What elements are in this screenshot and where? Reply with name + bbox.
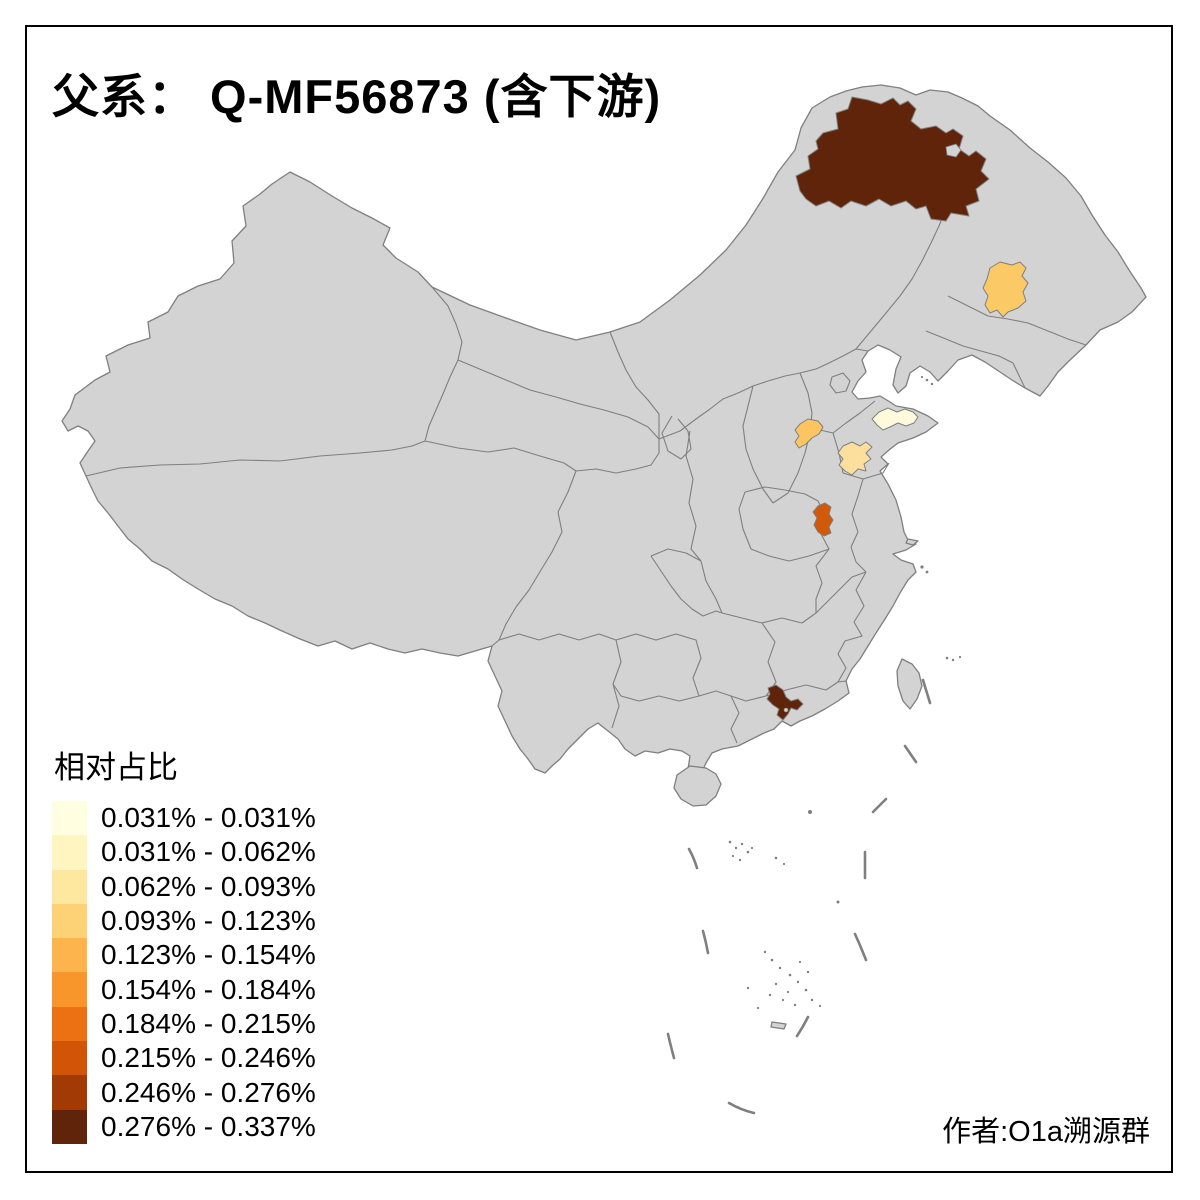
legend-label: 0.031% - 0.031% bbox=[101, 802, 316, 834]
author-credit: 作者:O1a溯源群 bbox=[942, 1116, 1150, 1148]
legend-label: 0.154% - 0.184% bbox=[101, 973, 316, 1005]
legend-item: 0.154% - 0.184% bbox=[52, 972, 316, 1007]
legend-item: 0.246% - 0.276% bbox=[52, 1075, 316, 1110]
legend-item: 0.123% - 0.154% bbox=[52, 938, 316, 973]
legend-label: 0.215% - 0.246% bbox=[101, 1042, 316, 1074]
legend-swatch bbox=[52, 835, 87, 870]
legend-title: 相对占比 bbox=[54, 750, 178, 785]
legend-label: 0.184% - 0.215% bbox=[101, 1007, 316, 1039]
legend-item: 0.031% - 0.062% bbox=[52, 835, 316, 870]
legend-label: 0.031% - 0.062% bbox=[101, 836, 316, 868]
legend-swatch bbox=[52, 869, 87, 904]
region-hebei-south bbox=[794, 418, 824, 449]
small-islands bbox=[728, 375, 962, 1010]
legend: 相对占比 0.031% - 0.031% 0.031% - 0.062% 0.0… bbox=[52, 742, 316, 1144]
legend-item: 0.031% - 0.031% bbox=[52, 801, 316, 836]
pearl-delta-city-dot bbox=[783, 707, 789, 713]
legend-swatch bbox=[52, 1041, 87, 1076]
legend-swatch bbox=[52, 903, 87, 939]
choropleth-regions bbox=[766, 96, 1029, 721]
legend-swatch bbox=[52, 938, 87, 973]
legend-label: 0.093% - 0.123% bbox=[101, 905, 316, 937]
chongming-island bbox=[905, 538, 919, 546]
legend-swatch bbox=[52, 801, 87, 836]
legend-swatch bbox=[52, 1075, 87, 1110]
legend-item: 0.276% - 0.337% bbox=[52, 1109, 316, 1144]
legend-item: 0.215% - 0.246% bbox=[52, 1041, 316, 1076]
region-shandong-west bbox=[837, 441, 873, 476]
land-group bbox=[61, 84, 1147, 1030]
nine-dash-line bbox=[666, 678, 932, 1115]
legend-label: 0.123% - 0.154% bbox=[101, 939, 316, 971]
legend-item: 0.062% - 0.093% bbox=[52, 869, 316, 904]
taiwan-island bbox=[896, 658, 923, 710]
legend-item: 0.093% - 0.123% bbox=[52, 903, 316, 939]
province-borders bbox=[85, 202, 1087, 744]
legend-label: 0.276% - 0.337% bbox=[101, 1110, 316, 1142]
region-enclave-hole bbox=[945, 143, 962, 158]
south-sea-island bbox=[770, 1021, 787, 1030]
legend-rows: 0.031% - 0.031% 0.031% - 0.062% 0.062% -… bbox=[52, 801, 316, 1144]
legend-swatch bbox=[52, 1109, 87, 1144]
legend-label: 0.246% - 0.276% bbox=[101, 1076, 316, 1108]
region-guangdong-pearl-delta bbox=[766, 684, 804, 721]
legend-swatch bbox=[52, 1006, 87, 1042]
region-shandong-peninsula-east bbox=[871, 407, 919, 431]
hainan-island bbox=[673, 765, 722, 807]
legend-item: 0.184% - 0.215% bbox=[52, 1006, 316, 1042]
region-heilongjiang-central bbox=[982, 261, 1029, 318]
region-inner-mongolia-northeast bbox=[795, 96, 990, 222]
mainland-outline bbox=[61, 84, 1147, 780]
map-title: 父系： Q-MF56873 (含下游) bbox=[52, 70, 662, 123]
region-henan-central bbox=[812, 502, 834, 537]
legend-swatch bbox=[52, 972, 87, 1007]
legend-label: 0.062% - 0.093% bbox=[101, 870, 316, 902]
